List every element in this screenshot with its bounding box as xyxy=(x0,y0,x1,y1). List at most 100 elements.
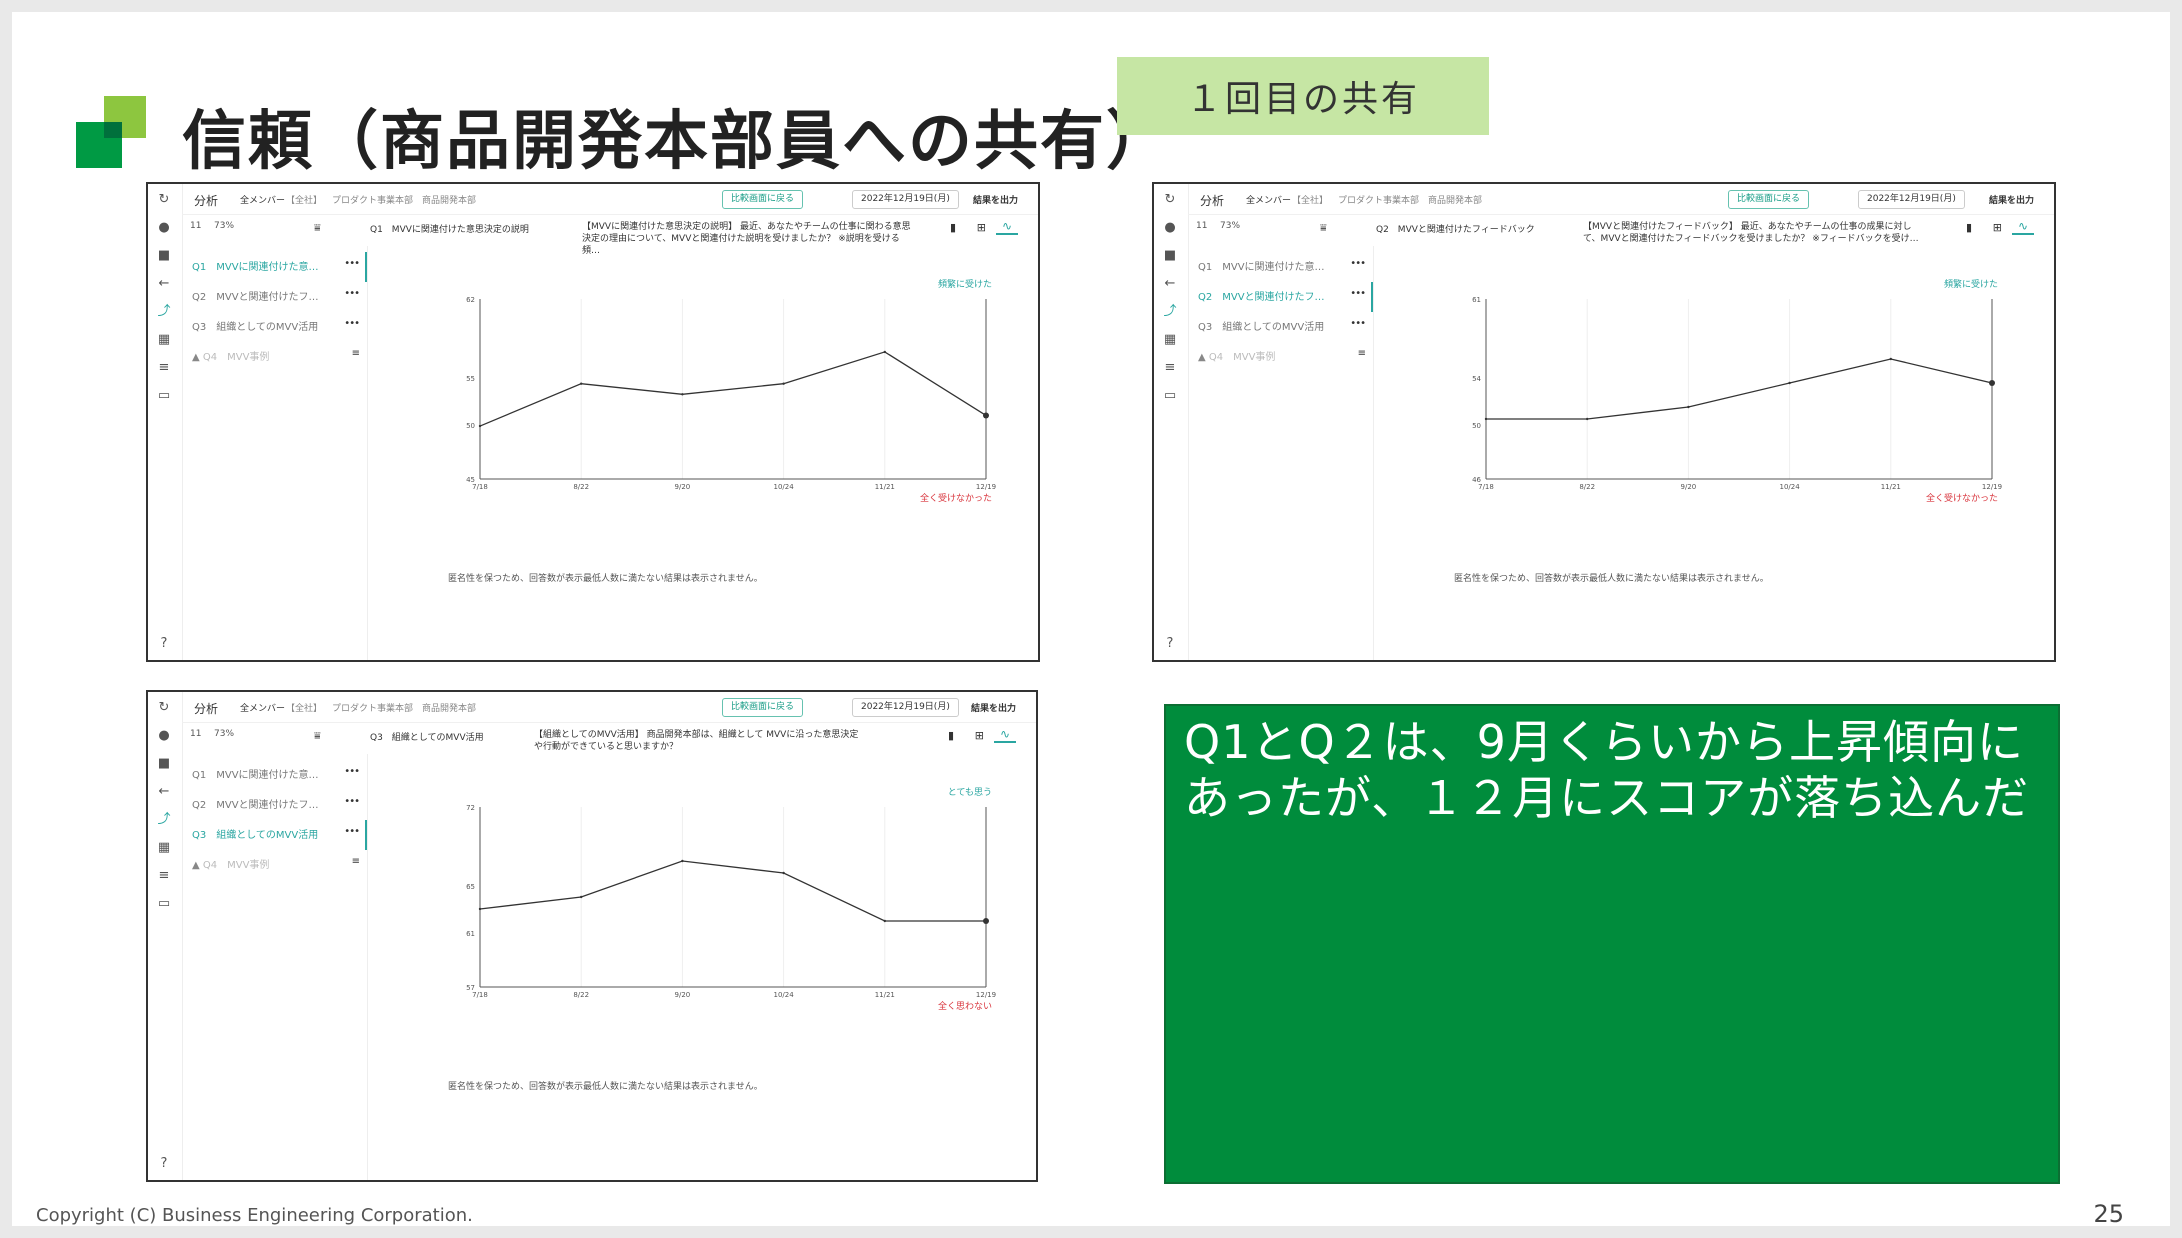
breadcrumb-division[interactable]: プロダクト事業本部 xyxy=(332,196,414,206)
inbox-icon[interactable]: ▭ xyxy=(157,388,171,403)
x-tick-label: 7/18 xyxy=(472,991,488,999)
breadcrumb-company[interactable]: 【全社】 xyxy=(286,196,323,206)
breadcrumb-company[interactable]: 【全社】 xyxy=(286,704,323,714)
question-item-q1[interactable]: Q1 MVVに関連付けた意… xyxy=(192,262,319,273)
question-item-q2[interactable]: Q2 MVVと関連付けたフ… xyxy=(1198,292,1325,303)
bar-chart-icon[interactable]: ▮ xyxy=(1965,221,1972,234)
question-item-q3[interactable]: Q3 組織としてのMVV活用 xyxy=(1198,322,1325,333)
more-icon[interactable]: ••• xyxy=(344,288,360,299)
building-icon[interactable]: ▦ xyxy=(157,840,171,855)
line-chart-icon[interactable]: ∿ xyxy=(995,219,1018,235)
y-tick-label: 57 xyxy=(466,984,475,992)
avatar-icon[interactable]: ● xyxy=(158,220,170,235)
export-button[interactable]: 結果を出力 xyxy=(972,196,1018,206)
question-item-q3[interactable]: Q3 組織としてのMVV活用 xyxy=(192,830,319,841)
line-chart: 頻繁に受けた 62 55 50 457/18 8/22 9/20 10/24 11/21 12/1… xyxy=(466,279,996,504)
line-chart-icon[interactable]: ∿ xyxy=(993,727,1016,743)
question-item-q1[interactable]: Q1 MVVに関連付けた意… xyxy=(192,770,319,781)
date-select[interactable]: 2022年12月19日(月) xyxy=(852,190,959,209)
bar-chart-icon[interactable]: ▮ xyxy=(949,221,956,234)
filter-icon[interactable]: ⩸ xyxy=(314,729,321,742)
trend-icon[interactable]: ⤴ xyxy=(157,304,171,319)
more-icon[interactable]: ••• xyxy=(344,318,360,329)
help-icon[interactable]: ? xyxy=(160,1156,168,1171)
more-icon[interactable]: ••• xyxy=(344,766,360,777)
compare-button[interactable]: 比較画面に戻る xyxy=(722,698,804,717)
y-tick-label: 65 xyxy=(466,883,475,891)
folder-icon[interactable]: ■ xyxy=(1163,248,1177,263)
x-tick-label: 11/21 xyxy=(875,483,895,491)
export-button[interactable]: 結果を出力 xyxy=(1988,196,2034,206)
breadcrumb-department[interactable]: 商品開発本部 xyxy=(1428,196,1483,206)
more-icon[interactable]: ••• xyxy=(1350,258,1366,269)
tree-icon[interactable]: ⊞ xyxy=(974,729,984,742)
refresh-icon[interactable]: ↻ xyxy=(158,192,170,207)
menu-icon[interactable]: ≡ xyxy=(351,856,360,867)
line-chart: 頻繁に受けた 61 54 50 467/18 8/22 9/20 10/24 11/21 12/1… xyxy=(1472,279,2002,504)
date-select[interactable]: 2022年12月19日(月) xyxy=(852,698,959,717)
export-button[interactable]: 結果を出力 xyxy=(970,704,1016,714)
members-link[interactable]: 全メンバー xyxy=(240,196,286,206)
avatar-icon[interactable]: ● xyxy=(158,728,170,743)
list-icon[interactable]: ≡ xyxy=(158,868,170,883)
back-arrow-icon[interactable]: ← xyxy=(1164,276,1176,291)
avatar-icon[interactable]: ● xyxy=(1164,220,1176,235)
more-icon[interactable]: ••• xyxy=(344,258,360,269)
question-item-q4[interactable]: ▲ Q4 MVV事例 xyxy=(192,856,269,871)
members-link[interactable]: 全メンバー xyxy=(1246,196,1292,206)
breadcrumb-department[interactable]: 商品開発本部 xyxy=(422,704,477,714)
question-heading: Q1 MVVに関連付けた意思決定の説明 xyxy=(370,225,529,235)
building-icon[interactable]: ▦ xyxy=(157,332,171,347)
breadcrumb-company[interactable]: 【全社】 xyxy=(1292,196,1329,206)
line-chart-icon[interactable]: ∿ xyxy=(2011,219,2034,235)
menu-icon[interactable]: ≡ xyxy=(1357,348,1366,359)
question-item-q2[interactable]: Q2 MVVと関連付けたフ… xyxy=(192,800,319,811)
breadcrumb-division[interactable]: プロダクト事業本部 xyxy=(332,704,414,714)
filter-icon[interactable]: ⩸ xyxy=(1320,221,1327,234)
question-item-q1[interactable]: Q1 MVVに関連付けた意… xyxy=(1198,262,1325,273)
bar-chart-icon[interactable]: ▮ xyxy=(947,729,954,742)
refresh-icon[interactable]: ↻ xyxy=(1164,192,1176,207)
list-icon[interactable]: ≡ xyxy=(158,360,170,375)
series-line xyxy=(1486,358,1993,420)
refresh-icon[interactable]: ↻ xyxy=(158,700,170,715)
back-arrow-icon[interactable]: ← xyxy=(158,784,170,799)
building-icon[interactable]: ▦ xyxy=(1163,332,1177,347)
folder-icon[interactable]: ■ xyxy=(157,248,171,263)
app-sidebar: ↻ ● ■ ← ⤴ ▦ ≡ ▭ ? xyxy=(1154,184,1189,660)
trend-icon[interactable]: ⤴ xyxy=(157,812,171,827)
question-item-q4[interactable]: ▲ Q4 MVV事例 xyxy=(1198,348,1275,363)
inbox-icon[interactable]: ▭ xyxy=(1163,388,1177,403)
inbox-icon[interactable]: ▭ xyxy=(157,896,171,911)
filter-icon[interactable]: ⩸ xyxy=(314,221,321,234)
question-item-q4[interactable]: ▲ Q4 MVV事例 xyxy=(192,348,269,363)
more-icon[interactable]: ••• xyxy=(1350,288,1366,299)
anonymity-note: 匿名性を保つため、回答数が表示最低人数に満たない結果は表示されません。 xyxy=(448,574,763,584)
list-icon[interactable]: ≡ xyxy=(1164,360,1176,375)
breadcrumb-department[interactable]: 商品開発本部 xyxy=(422,196,477,206)
x-tick-label: 8/22 xyxy=(573,483,589,491)
menu-icon[interactable]: ≡ xyxy=(351,348,360,359)
help-icon[interactable]: ? xyxy=(1166,636,1174,651)
tree-icon[interactable]: ⊞ xyxy=(976,221,986,234)
more-icon[interactable]: ••• xyxy=(344,796,360,807)
data-point xyxy=(478,907,482,911)
folder-icon[interactable]: ■ xyxy=(157,756,171,771)
more-icon[interactable]: ••• xyxy=(344,826,360,837)
members-link[interactable]: 全メンバー xyxy=(240,704,286,714)
slide: 信頼（商品開発本部員への共有） １回目の共有 ↻ ● ■ ← ⤴ ▦ ≡ ▭ ?… xyxy=(12,12,2170,1228)
back-arrow-icon[interactable]: ← xyxy=(158,276,170,291)
trend-icon[interactable]: ⤴ xyxy=(1163,304,1177,319)
compare-button[interactable]: 比較画面に戻る xyxy=(1728,190,1810,209)
y-tick-label: 50 xyxy=(1472,422,1481,430)
more-icon[interactable]: ••• xyxy=(1350,318,1366,329)
date-select[interactable]: 2022年12月19日(月) xyxy=(1858,190,1965,209)
compare-button[interactable]: 比較画面に戻る xyxy=(722,190,804,209)
app-sidebar: ↻ ● ■ ← ⤴ ▦ ≡ ▭ ? xyxy=(148,692,183,1180)
breadcrumb-division[interactable]: プロダクト事業本部 xyxy=(1338,196,1420,206)
help-icon[interactable]: ? xyxy=(160,636,168,651)
tree-icon[interactable]: ⊞ xyxy=(1992,221,2002,234)
question-item-q3[interactable]: Q3 組織としてのMVV活用 xyxy=(192,322,319,333)
question-item-q2[interactable]: Q2 MVVと関連付けたフ… xyxy=(192,292,319,303)
brand-logo xyxy=(76,96,150,168)
